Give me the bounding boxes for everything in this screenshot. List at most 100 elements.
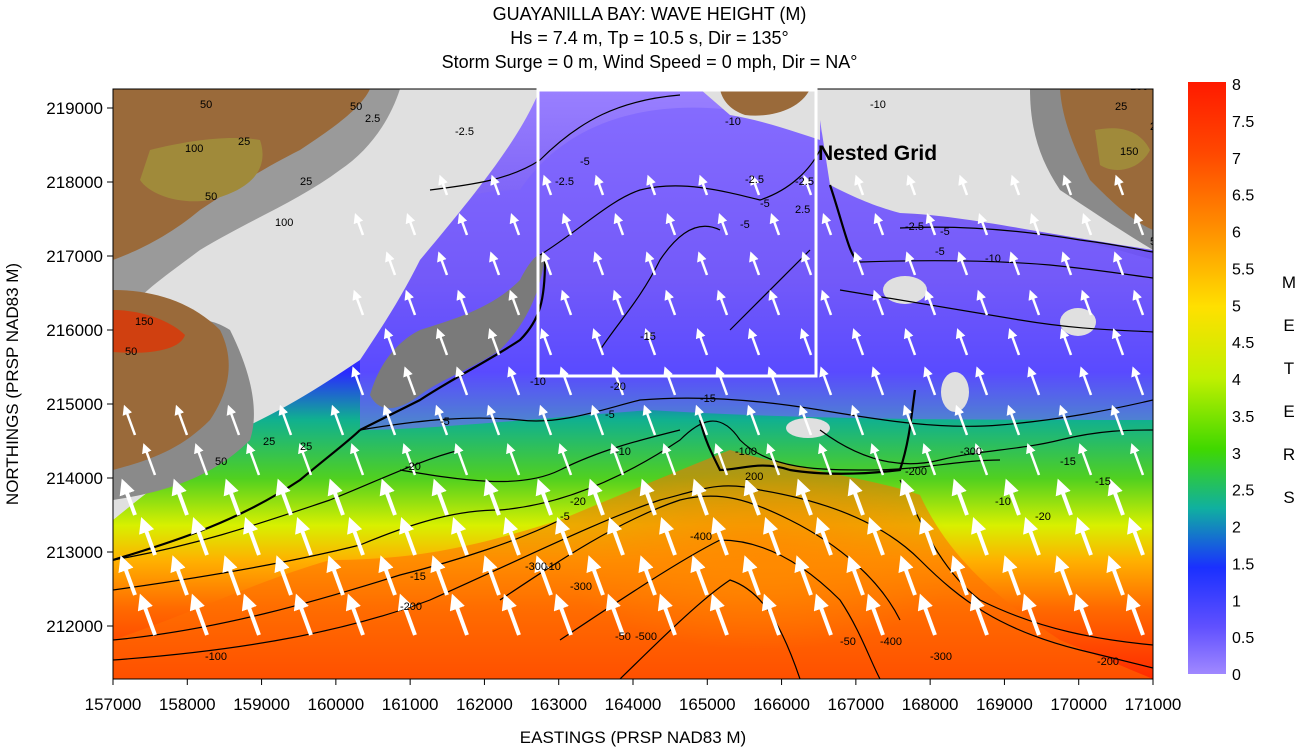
wave-arrow: [1113, 251, 1125, 276]
contour-label: 2.5: [795, 204, 810, 216]
wave-arrow: [1114, 174, 1125, 196]
wave-arrow: [717, 213, 729, 236]
x-axis-ticks: 157000 158000 159000 160000 161000 162000 1630…: [85, 679, 1181, 714]
wave-arrow: [1110, 404, 1125, 436]
wave-arrow: [457, 213, 469, 236]
contour-label: 50: [1150, 236, 1162, 248]
wave-arrow: [613, 213, 625, 236]
colorbar-label: 4: [1232, 372, 1241, 389]
x-tick-label: 169000: [976, 695, 1033, 714]
wave-arrow: [353, 213, 365, 236]
wave-arrow: [958, 174, 969, 196]
wave-arrow: [815, 516, 833, 556]
wave-arrow: [955, 328, 969, 356]
wave-arrow: [558, 443, 573, 476]
wave-arrow: [379, 478, 397, 516]
contour-label: 25: [238, 136, 250, 148]
colorbar-label: 4.5: [1232, 335, 1254, 352]
title-line-2: Hs = 7.4 m, Tp = 10.5 s, Dir = 135°: [510, 28, 789, 48]
y-tick-label: 214000: [46, 469, 103, 488]
contour-label: -10: [870, 99, 886, 111]
contour-label: 150: [135, 316, 153, 328]
wave-arrow: [899, 478, 917, 516]
wave-arrow: [802, 174, 813, 196]
wave-arrow: [821, 213, 833, 236]
wave-arrow: [1007, 328, 1021, 356]
wave-arrow: [662, 443, 677, 476]
cay-1: [883, 276, 927, 304]
wave-arrow: [1061, 251, 1073, 276]
wave-arrow: [397, 593, 417, 636]
wave-arrow: [330, 404, 345, 436]
contour-label: -15: [640, 331, 656, 343]
wave-arrow: [298, 443, 313, 476]
contour-label: -5: [440, 416, 450, 428]
wave-arrow: [761, 593, 781, 636]
cay-3: [941, 372, 969, 412]
contour-label: -20: [405, 461, 421, 473]
contour-label: -15: [1060, 456, 1076, 468]
wave-arrow: [222, 555, 241, 596]
wave-arrow: [865, 593, 885, 636]
wave-arrow: [716, 289, 729, 316]
wave-arrow: [434, 404, 449, 436]
wave-arrow: [352, 289, 365, 316]
x-tick-label: 167000: [827, 695, 884, 714]
highland-peak-east: [1095, 128, 1150, 170]
wave-arrow: [951, 478, 969, 516]
wave-arrow: [850, 404, 865, 436]
wave-arrow: [1006, 404, 1021, 436]
wave-arrow: [957, 251, 969, 276]
y-axis-ticks: 219000 218000 217000 216000 215000 214000 2130…: [46, 99, 113, 636]
contour-label: -5: [560, 511, 570, 523]
wave-arrow: [243, 516, 261, 556]
contour-label: -300: [570, 581, 592, 593]
contour-label: -200: [400, 601, 422, 613]
contour-label: 100: [185, 143, 203, 155]
y-tick-label: 216000: [46, 321, 103, 340]
wave-arrow: [1059, 328, 1073, 356]
contour-label: 25: [300, 176, 312, 188]
contour-label: 50: [215, 456, 227, 468]
wave-arrow: [293, 593, 313, 636]
wave-arrow: [820, 289, 833, 316]
contour-label: -10: [995, 496, 1011, 508]
colorbar-label: 0.5: [1232, 630, 1254, 647]
wave-arrow: [455, 366, 469, 396]
contour-label: -15: [700, 393, 716, 405]
colorbar-label: 8: [1232, 77, 1241, 94]
wave-arrow: [971, 516, 989, 556]
y-tick-label: 219000: [46, 99, 103, 118]
x-tick-label: 164000: [605, 695, 662, 714]
map-plot-area: 5010025501002.5-2.5-10502515025501002515…: [113, 81, 1162, 679]
wave-arrow: [750, 174, 761, 196]
wave-arrow: [487, 328, 501, 356]
wave-arrow: [1009, 251, 1021, 276]
wave-arrow: [509, 213, 521, 236]
contour-label: 100: [1130, 81, 1148, 93]
wave-arrow: [690, 555, 709, 596]
contour-label: 25: [300, 441, 312, 453]
y-tick-label: 213000: [46, 543, 103, 562]
wave-arrow: [639, 478, 657, 516]
wave-arrow: [872, 289, 885, 316]
x-tick-label: 166000: [753, 695, 810, 714]
wave-arrow: [431, 478, 449, 516]
title-line-3: Storm Surge = 0 m, Wind Speed = 0 mph, D…: [441, 52, 858, 72]
contour-label: 25: [1150, 121, 1162, 133]
nested-grid-box: [536, 88, 818, 378]
colorbar-label: 2: [1232, 520, 1241, 537]
wave-arrow: [974, 443, 989, 476]
wave-arrow: [919, 516, 937, 556]
wave-arrow: [1106, 555, 1125, 596]
wave-arrow: [766, 443, 781, 476]
wave-arrow: [593, 251, 605, 276]
wave-arrow: [711, 516, 729, 556]
wave-arrow: [561, 213, 573, 236]
wave-arrow: [954, 404, 969, 436]
wave-arrow: [818, 443, 833, 476]
headland: [370, 253, 545, 409]
wave-arrow: [743, 478, 761, 516]
wave-arrow: [1131, 366, 1145, 396]
contour-label: 50: [125, 346, 137, 358]
